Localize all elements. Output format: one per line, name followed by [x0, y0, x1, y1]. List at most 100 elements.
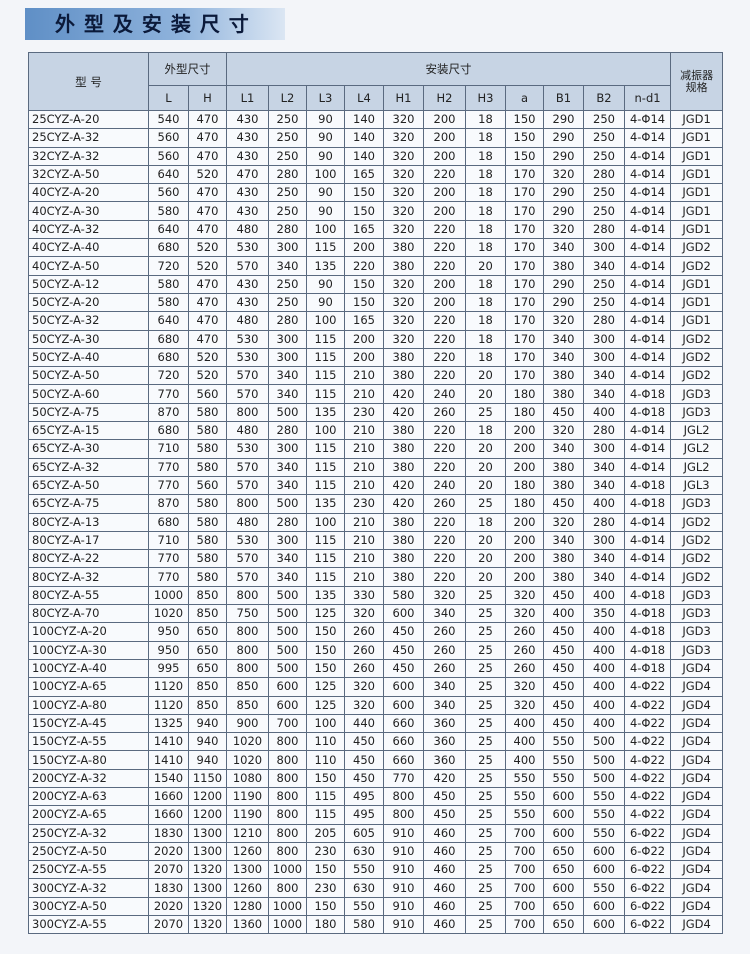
table-cell: 4-Φ14 — [623, 274, 672, 294]
table-cell: 1120 — [148, 677, 189, 697]
table-cell: 850 — [188, 677, 227, 697]
table-row: 150CYZ-A-55 1410 940 1020 800 110 450 660 360 25 4… — [28, 732, 724, 752]
table-cell: 100 — [306, 421, 345, 441]
table-cell: 550 — [344, 896, 384, 917]
table-row: 200CYZ-A-65 1660 1200 1190 800 115 495 800 450 25… — [28, 805, 724, 825]
table-row: 300CYZ-A-32 1830 1300 1260 800 230 630 910 460 25… — [28, 878, 724, 898]
table-cell: 320 — [383, 292, 424, 313]
table-cell: 380 — [543, 549, 584, 569]
table-cell: 660 — [383, 750, 424, 770]
table-cell: 530 — [226, 530, 269, 551]
table-cell: JGD4 — [670, 658, 724, 679]
table-cell: 600 — [543, 878, 584, 898]
table-row: 25CYZ-A-20 540 470 430 250 90 140 320 200 18 150 29… — [28, 109, 724, 130]
table-cell: JGD1 — [670, 311, 724, 331]
table-cell: 250 — [583, 146, 625, 166]
table-cell: JGD2 — [670, 256, 724, 276]
table-cell: 300 — [268, 347, 307, 368]
table-cell: 170 — [505, 366, 544, 386]
table-cell: 1000 — [148, 585, 189, 606]
table-cell: 115 — [306, 457, 345, 477]
table-cell: 500 — [583, 768, 625, 788]
table-cell: 320 — [344, 677, 384, 697]
table-cell: 25 — [465, 713, 506, 734]
table-cell: 320 — [505, 677, 544, 697]
model-cell: 32CYZ-A-32 — [28, 146, 149, 166]
table-cell: 550 — [344, 860, 384, 880]
table-cell: 1325 — [148, 713, 189, 734]
model-cell: 50CYZ-A-60 — [28, 384, 149, 404]
table-cell: 200 — [344, 329, 384, 349]
table-cell: 450 — [543, 713, 584, 734]
table-cell: 4-Φ14 — [623, 201, 672, 221]
table-cell: 800 — [268, 878, 307, 898]
table-cell: 170 — [505, 292, 544, 313]
table-cell: 250 — [268, 292, 307, 313]
table-cell: 340 — [583, 567, 625, 587]
table-cell: 4-Φ14 — [623, 530, 672, 551]
table-cell: 165 — [344, 219, 384, 240]
table-cell: 150 — [306, 768, 345, 788]
table-cell: 500 — [268, 640, 307, 660]
table-cell: 90 — [306, 201, 345, 221]
table-cell: 800 — [226, 585, 269, 606]
table-cell: 320 — [383, 128, 424, 148]
table-row: 50CYZ-A-50 720 520 570 340 115 210 380 220 20 170 3… — [28, 366, 724, 386]
table-cell: 1660 — [148, 786, 189, 807]
table-cell: JGD2 — [670, 567, 724, 587]
header-cell: H — [188, 85, 227, 111]
table-cell: 4-Φ22 — [623, 750, 672, 770]
table-cell: 25 — [465, 805, 506, 825]
table-cell: 170 — [505, 183, 544, 203]
table-cell: 320 — [383, 201, 424, 221]
table-cell: 400 — [583, 640, 625, 660]
table-cell: 800 — [268, 841, 307, 862]
table-cell: 115 — [306, 567, 345, 587]
table-cell: 200 — [505, 567, 544, 587]
model-cell: 65CYZ-A-32 — [28, 457, 149, 477]
table-cell: 220 — [423, 238, 466, 258]
table-cell: 560 — [148, 183, 189, 203]
table-cell: 300 — [583, 238, 625, 258]
table-cell: 600 — [583, 841, 625, 862]
table-cell: 360 — [423, 750, 466, 770]
table-cell: 340 — [268, 549, 307, 569]
table-cell: 320 — [543, 219, 584, 240]
table-cell: 500 — [268, 622, 307, 642]
table-cell: 20 — [465, 439, 506, 459]
table-cell: JGD4 — [670, 713, 724, 734]
table-cell: 4-Φ22 — [623, 805, 672, 825]
table-cell: 25 — [465, 494, 506, 514]
table-cell: 340 — [543, 439, 584, 459]
table-cell: 90 — [306, 109, 345, 130]
table-cell: 420 — [423, 768, 466, 788]
table-cell: 340 — [543, 347, 584, 368]
table-cell: 4-Φ14 — [623, 567, 672, 587]
table-cell: 150 — [505, 146, 544, 166]
table-cell: 400 — [583, 695, 625, 715]
table-cell: 340 — [583, 366, 625, 386]
table-cell: 470 — [188, 311, 227, 331]
table-cell: 250 — [268, 183, 307, 203]
model-cell: 80CYZ-A-32 — [28, 567, 149, 587]
table-cell: 340 — [583, 384, 625, 404]
table-cell: 800 — [268, 732, 307, 752]
table-cell: 1150 — [188, 768, 227, 788]
table-cell: 800 — [226, 402, 269, 423]
table-row: 65CYZ-A-50 770 560 570 340 115 210 420 240 20 180 3… — [28, 475, 724, 496]
table-cell: 1190 — [226, 805, 269, 825]
table-cell: 1200 — [188, 786, 227, 807]
table-cell: 530 — [226, 329, 269, 349]
table-row: 40CYZ-A-32 640 470 480 280 100 165 320 220 18 170 3… — [28, 219, 724, 240]
table-cell: 520 — [188, 164, 227, 185]
table-cell: 450 — [344, 750, 384, 770]
table-cell: 90 — [306, 146, 345, 166]
table-cell: 770 — [383, 768, 424, 788]
table-cell: 940 — [188, 750, 227, 770]
header-row: L H L1 L2 L3 L4 H1 H2 H3 a B1 B2 n-d1 — [29, 85, 723, 111]
table-cell: 210 — [344, 439, 384, 459]
table-cell: 520 — [188, 256, 227, 276]
table-cell: 420 — [383, 402, 424, 423]
table-cell: 870 — [148, 494, 189, 514]
table-cell: 400 — [505, 732, 544, 752]
